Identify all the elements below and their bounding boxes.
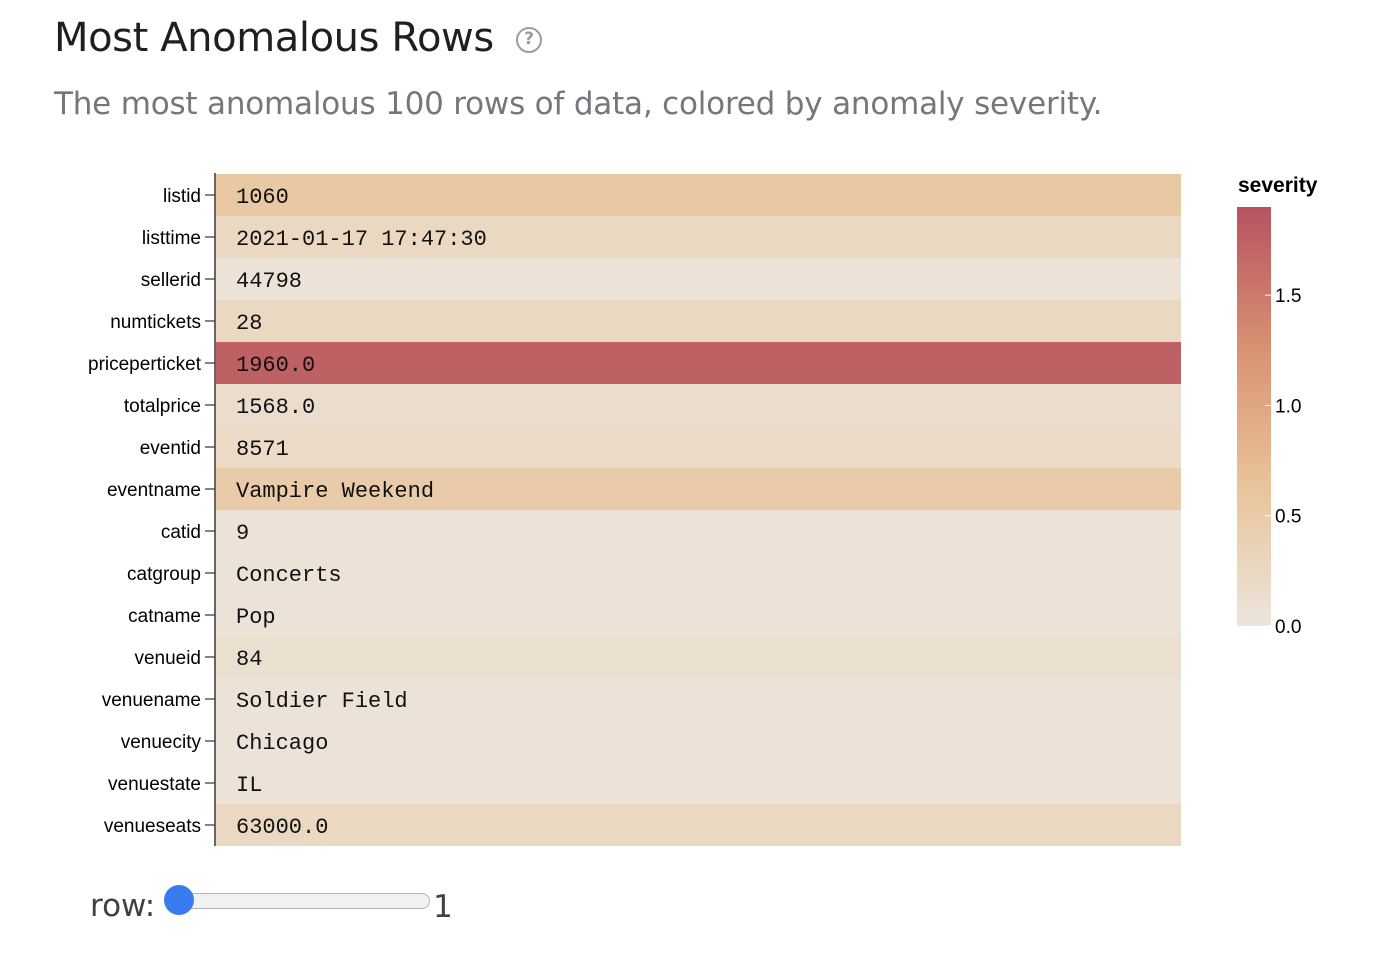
cell-value: 44798 xyxy=(236,269,302,294)
cell-value: 28 xyxy=(236,311,262,336)
y-tick-label: numtickets xyxy=(110,312,201,333)
cell-value: Pop xyxy=(236,605,276,630)
y-tick-label: venuecity xyxy=(121,732,202,753)
heatmap-cell xyxy=(216,720,1181,762)
heatmap-rows: listid 1060 listtime 2021-01-17 17:47:30 sel… xyxy=(88,174,1181,846)
heatmap-cell xyxy=(216,468,1181,510)
cell-value: 9 xyxy=(236,521,249,546)
cell-value: 8571 xyxy=(236,437,289,462)
heatmap-row-catname: catname Pop xyxy=(128,594,1181,636)
row-slider-track[interactable] xyxy=(170,893,430,909)
heatmap-cell xyxy=(216,342,1181,384)
heatmap-row-eventid: eventid 8571 xyxy=(140,426,1181,468)
y-tick-label: catid xyxy=(161,522,201,543)
cell-value: 63000.0 xyxy=(236,815,328,840)
y-tick-label: venueid xyxy=(134,648,201,669)
legend-tick-label: 0.0 xyxy=(1275,617,1301,638)
heatmap-row-catid: catid 9 xyxy=(161,510,1181,552)
cell-value: Chicago xyxy=(236,731,328,756)
cell-value: 84 xyxy=(236,647,262,672)
y-tick-label: catgroup xyxy=(127,564,201,585)
heatmap-row-listid: listid 1060 xyxy=(163,174,1181,216)
anomaly-heatmap: listid 1060 listtime 2021-01-17 17:47:30 sel… xyxy=(88,173,1318,846)
heatmap-cell xyxy=(216,678,1181,720)
help-icon[interactable]: ? xyxy=(516,27,542,53)
heatmap-row-priceperticket: priceperticket 1960.0 xyxy=(88,342,1181,384)
heatmap-cell xyxy=(216,174,1181,216)
heatmap-row-venuestate: venuestate IL xyxy=(108,762,1181,804)
slider-label: row: xyxy=(90,888,156,924)
legend-color-ramp xyxy=(1237,207,1271,626)
heatmap-cell xyxy=(216,216,1181,258)
heatmap-cell xyxy=(216,804,1181,846)
cell-value: 1568.0 xyxy=(236,395,315,420)
y-tick-label: catname xyxy=(128,606,201,627)
heatmap-cell xyxy=(216,384,1181,426)
heatmap-row-venuecity: venuecity Chicago xyxy=(121,720,1181,762)
slider-value: 1 xyxy=(433,889,453,925)
heatmap-row-catgroup: catgroup Concerts xyxy=(127,552,1181,594)
cell-value: 2021-01-17 17:47:30 xyxy=(236,227,487,252)
y-tick-label: venuestate xyxy=(108,774,201,795)
heatmap-row-venueseats: venueseats 63000.0 xyxy=(104,804,1181,846)
y-tick-label: venuename xyxy=(102,690,201,711)
cell-value: IL xyxy=(236,773,262,798)
y-tick-label: priceperticket xyxy=(88,354,202,375)
heatmap-cell xyxy=(216,636,1181,678)
legend-title: severity xyxy=(1238,174,1318,197)
y-tick-label: eventid xyxy=(140,438,201,459)
y-tick-label: listid xyxy=(163,186,201,207)
legend-tick-label: 1.0 xyxy=(1275,396,1301,417)
y-tick-label: eventname xyxy=(107,480,201,501)
heatmap-row-listtime: listtime 2021-01-17 17:47:30 xyxy=(142,216,1181,258)
y-tick-label: sellerid xyxy=(141,270,201,291)
heatmap-cell xyxy=(216,762,1181,804)
row-slider-handle[interactable] xyxy=(164,885,194,915)
heatmap-cell xyxy=(216,594,1181,636)
legend-tick-label: 1.5 xyxy=(1275,286,1301,307)
heatmap-cell xyxy=(216,552,1181,594)
heatmap-row-numtickets: numtickets 28 xyxy=(110,300,1181,342)
heatmap-cell xyxy=(216,426,1181,468)
y-tick-label: listtime xyxy=(142,228,201,249)
heatmap-row-totalprice: totalprice 1568.0 xyxy=(124,384,1181,426)
cell-value: Vampire Weekend xyxy=(236,479,434,504)
heatmap-row-venueid: venueid 84 xyxy=(134,636,1181,678)
legend-tick-label: 0.5 xyxy=(1275,507,1301,528)
heatmap-cell xyxy=(216,300,1181,342)
heatmap-cell xyxy=(216,510,1181,552)
heatmap-row-venuename: venuename Soldier Field xyxy=(102,678,1181,720)
heatmap-cell xyxy=(216,258,1181,300)
cell-value: 1060 xyxy=(236,185,289,210)
page-subtitle: The most anomalous 100 rows of data, col… xyxy=(54,86,1103,122)
page-title: Most Anomalous Rows xyxy=(54,15,494,61)
cell-value: Concerts xyxy=(236,563,342,588)
y-tick-label: totalprice xyxy=(124,396,201,417)
y-tick-label: venueseats xyxy=(104,816,201,837)
cell-value: Soldier Field xyxy=(236,689,408,714)
severity-legend: severity 1.5 1.0 0.5 0.0 xyxy=(1237,174,1318,638)
heatmap-row-sellerid: sellerid 44798 xyxy=(141,258,1181,300)
heatmap-row-eventname: eventname Vampire Weekend xyxy=(107,468,1181,510)
cell-value: 1960.0 xyxy=(236,353,315,378)
